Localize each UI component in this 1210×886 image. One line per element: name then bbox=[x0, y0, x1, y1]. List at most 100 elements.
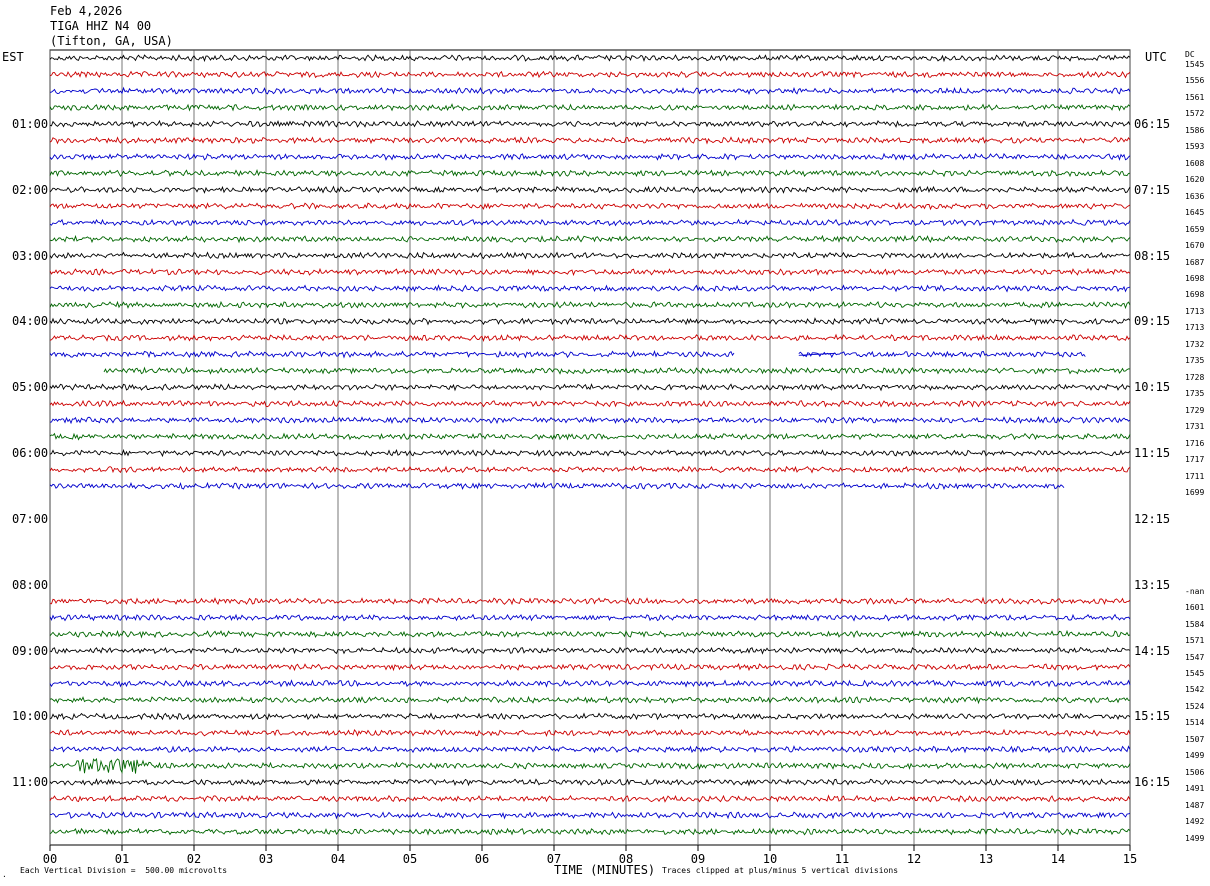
plot-date: Feb 4,2026 bbox=[50, 4, 123, 18]
x-tick-label: 05 bbox=[402, 852, 418, 866]
est-axis-label: EST bbox=[2, 50, 24, 64]
x-axis-title: TIME (MINUTES) bbox=[554, 863, 656, 877]
seismic-trace bbox=[49, 679, 1131, 688]
dc-offset-label: 1545 bbox=[1185, 669, 1205, 679]
seismic-trace bbox=[49, 416, 1131, 425]
dc-offset-label: 1711 bbox=[1185, 471, 1205, 481]
dc-offset-label: 1636 bbox=[1185, 191, 1205, 201]
dc-offset-label: 1492 bbox=[1185, 817, 1205, 827]
seismic-trace bbox=[49, 646, 1131, 655]
plot-frame bbox=[49, 49, 1131, 846]
seismic-trace bbox=[49, 136, 1131, 145]
seismic-trace bbox=[49, 251, 1131, 260]
dc-offset-label: 1542 bbox=[1185, 685, 1205, 695]
dc-column-label: DC bbox=[1185, 50, 1195, 59]
dc-offset-label: 1524 bbox=[1185, 701, 1205, 711]
seismic-trace bbox=[49, 333, 1131, 342]
dc-offset-label: 1732 bbox=[1185, 339, 1205, 349]
seismic-trace bbox=[49, 70, 1131, 79]
dc-offset-label: 1545 bbox=[1185, 60, 1205, 69]
seismic-trace bbox=[49, 745, 1131, 754]
utc-time-label: 12:15 bbox=[1134, 511, 1171, 526]
est-time-label: 05:00 bbox=[12, 380, 49, 395]
dc-offset-label: 1659 bbox=[1185, 224, 1205, 234]
seismic-trace bbox=[49, 596, 1131, 606]
seismic-trace bbox=[49, 662, 1131, 672]
dc-offset-label: 1645 bbox=[1185, 208, 1205, 218]
utc-time-label: 08:15 bbox=[1134, 248, 1171, 263]
seismic-trace bbox=[49, 728, 1131, 738]
dc-offset-label: 1561 bbox=[1185, 92, 1205, 102]
seismic-trace bbox=[49, 432, 1131, 441]
seismic-trace bbox=[49, 757, 1131, 774]
seismic-trace bbox=[49, 794, 1131, 803]
dc-offset-label: 1731 bbox=[1185, 422, 1205, 432]
seismic-trace bbox=[49, 827, 1131, 836]
dc-offset-label: 1499 bbox=[1185, 751, 1205, 761]
est-time-label: 11:00 bbox=[12, 775, 49, 790]
utc-time-label: 09:15 bbox=[1134, 314, 1171, 329]
dc-offset-label: 1556 bbox=[1185, 76, 1205, 86]
station-location: (Tifton, GA, USA) bbox=[50, 34, 173, 48]
est-time-label: 10:00 bbox=[12, 709, 49, 724]
dc-offset-label: 1713 bbox=[1185, 306, 1205, 316]
x-tick-label: 10 bbox=[762, 852, 778, 866]
dc-offset-label: 1670 bbox=[1185, 241, 1205, 251]
dc-offset-label: 1601 bbox=[1185, 603, 1205, 613]
utc-time-label: 06:15 bbox=[1134, 116, 1171, 131]
x-tick-label: 06 bbox=[474, 852, 490, 866]
seismic-trace bbox=[49, 349, 735, 359]
utc-time-label: 16:15 bbox=[1134, 775, 1171, 790]
utc-time-label: 11:15 bbox=[1134, 446, 1171, 461]
seismic-trace bbox=[49, 234, 1131, 244]
seismic-trace bbox=[49, 103, 1131, 112]
dc-offset-label: 1507 bbox=[1185, 734, 1205, 744]
seismic-trace-connector bbox=[798, 352, 835, 356]
dc-offset-label: 1547 bbox=[1185, 652, 1205, 662]
seismic-trace bbox=[49, 399, 1131, 408]
x-tick-label: 14 bbox=[1050, 852, 1066, 866]
seismic-trace bbox=[49, 613, 1131, 622]
seismic-trace bbox=[49, 811, 1131, 820]
seismic-trace bbox=[49, 695, 1131, 705]
seismic-trace bbox=[49, 778, 1131, 787]
seismic-trace bbox=[49, 465, 1131, 474]
seismic-trace bbox=[49, 267, 1131, 277]
utc-time-label: 13:15 bbox=[1134, 577, 1171, 592]
est-time-label: 01:00 bbox=[12, 116, 49, 131]
dc-offset-label: 1572 bbox=[1185, 109, 1205, 119]
est-time-label: 04:00 bbox=[12, 314, 49, 329]
est-time-label: 02:00 bbox=[12, 182, 49, 197]
dc-offset-label: 1571 bbox=[1185, 636, 1205, 646]
station-name: TIGA HHZ N4 00 bbox=[50, 19, 152, 33]
dc-offset-label: 1728 bbox=[1185, 372, 1205, 382]
dc-offset-label: 1698 bbox=[1185, 290, 1205, 300]
dc-offset-label: 1608 bbox=[1185, 158, 1205, 168]
seismic-trace bbox=[49, 218, 1131, 227]
x-tick-label: 11 bbox=[834, 852, 850, 866]
dc-offset-label: 1491 bbox=[1185, 784, 1205, 794]
seismic-trace bbox=[49, 317, 1131, 326]
x-tick-label: 12 bbox=[906, 852, 922, 866]
seismic-trace bbox=[49, 629, 1131, 639]
dc-offset-label: 1586 bbox=[1185, 125, 1205, 135]
dc-offset-label: 1735 bbox=[1185, 356, 1205, 366]
dc-offset-label: 1729 bbox=[1185, 405, 1205, 415]
utc-time-label: 07:15 bbox=[1134, 182, 1171, 197]
seismic-trace bbox=[49, 169, 1131, 178]
dc-offset-label: 1506 bbox=[1185, 767, 1205, 777]
seismic-trace bbox=[49, 448, 1131, 458]
x-tick-label: 08 bbox=[618, 852, 634, 866]
est-time-label: 03:00 bbox=[12, 248, 49, 263]
dc-offset-label: 1687 bbox=[1185, 257, 1205, 267]
seismic-trace bbox=[49, 284, 1131, 293]
seismic-trace bbox=[49, 383, 1131, 392]
seismic-trace bbox=[49, 86, 1131, 96]
footer-mark: . bbox=[2, 870, 7, 879]
division-note: Each Vertical Division = 500.00 microvol… bbox=[20, 866, 228, 875]
utc-time-label: 14:15 bbox=[1134, 643, 1171, 658]
x-tick-label: 13 bbox=[978, 852, 994, 866]
dc-offset-label: 1717 bbox=[1185, 455, 1205, 465]
seismic-trace bbox=[49, 201, 1131, 211]
